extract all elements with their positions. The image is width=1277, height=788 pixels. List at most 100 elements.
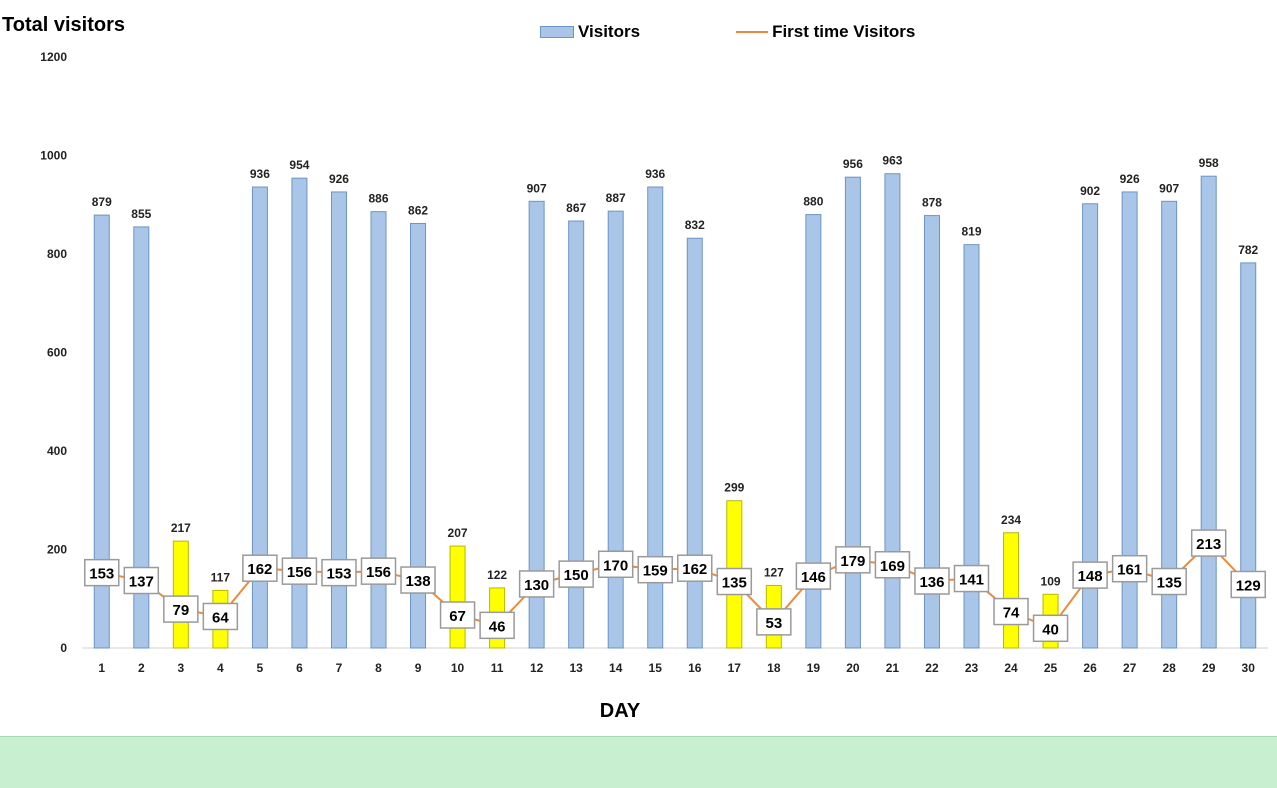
y-tick-label: 400 xyxy=(47,444,67,458)
line-point-label: 53 xyxy=(765,615,782,632)
line-point-label-box xyxy=(163,595,199,623)
bar-value-label: 782 xyxy=(1238,243,1258,257)
bar xyxy=(568,220,585,649)
bar-value-label: 936 xyxy=(250,167,270,181)
x-tick-label: 20 xyxy=(846,661,860,675)
x-tick-label: 17 xyxy=(728,661,742,675)
line-point-label: 156 xyxy=(287,564,312,581)
bar-value-label: 958 xyxy=(1199,156,1219,170)
bar xyxy=(370,211,387,649)
bar-value-label: 926 xyxy=(1120,172,1140,186)
line-point-label-box xyxy=(756,608,792,636)
line-point-label: 150 xyxy=(564,567,589,584)
y-tick-label: 0 xyxy=(60,641,67,655)
line-point-label: 135 xyxy=(1157,575,1182,592)
x-tick-label: 16 xyxy=(688,661,702,675)
bar-value-label: 880 xyxy=(803,195,823,209)
line-point-label-box xyxy=(1072,561,1108,589)
line-point-label: 137 xyxy=(129,574,154,591)
line-point-label: 161 xyxy=(1117,562,1142,579)
x-tick-label: 30 xyxy=(1242,661,1256,675)
x-tick-label: 2 xyxy=(138,661,145,675)
x-tick-label: 3 xyxy=(177,661,184,675)
bar-value-label: 127 xyxy=(764,565,784,579)
bar-value-label: 956 xyxy=(843,157,863,171)
bar xyxy=(607,210,624,649)
bar xyxy=(1161,200,1178,649)
line-point-label-box xyxy=(993,597,1029,626)
bar xyxy=(449,545,466,649)
bar xyxy=(172,540,189,649)
line-point-label-box xyxy=(123,566,160,595)
chart-title: Total visitors xyxy=(2,14,125,36)
x-tick-label: 19 xyxy=(807,661,821,675)
legend-label-first-time: First time Visitors xyxy=(772,22,916,41)
x-tick-label: 10 xyxy=(451,661,465,675)
bar xyxy=(686,237,703,649)
bar-value-label: 855 xyxy=(131,207,151,221)
line-point-label: 129 xyxy=(1236,577,1261,594)
line-point-label-box xyxy=(1111,554,1148,583)
bar xyxy=(805,214,822,649)
bar xyxy=(1003,532,1020,649)
line-point-label: 138 xyxy=(406,573,431,590)
bar-value-label: 887 xyxy=(606,191,626,205)
line-point-label: 156 xyxy=(366,564,391,581)
line-point-label: 169 xyxy=(880,558,905,575)
x-tick-label: 14 xyxy=(609,661,623,675)
bar xyxy=(844,176,861,649)
line-point-label-box xyxy=(1190,529,1227,557)
x-tick-label: 26 xyxy=(1083,661,1097,675)
bar-value-label: 867 xyxy=(566,201,586,215)
line-point-label: 179 xyxy=(840,553,865,570)
line-point-label-box xyxy=(874,551,911,579)
line-point-label: 135 xyxy=(722,575,747,592)
x-tick-label: 27 xyxy=(1123,661,1137,675)
line-point-label-box xyxy=(597,550,634,579)
line-point-label-box xyxy=(716,567,753,596)
line-point-label-box xyxy=(677,554,713,582)
legend-item-first-time: First time Visitors xyxy=(736,22,915,42)
bar-value-label: 234 xyxy=(1001,513,1021,527)
legend-item-visitors: Visitors xyxy=(540,22,640,42)
bar xyxy=(963,244,980,649)
y-tick-label: 1200 xyxy=(40,50,67,64)
line-point-label: 67 xyxy=(449,608,466,625)
x-tick-label: 12 xyxy=(530,661,544,675)
y-tick-label: 1000 xyxy=(40,149,67,163)
line-point-label-box xyxy=(321,558,357,587)
bar-value-label: 122 xyxy=(487,568,507,582)
bar xyxy=(647,186,664,649)
line-point-label: 141 xyxy=(959,572,984,589)
bar xyxy=(410,222,427,649)
bar xyxy=(1200,175,1217,649)
line-point-label: 79 xyxy=(172,602,189,619)
line-point-label: 40 xyxy=(1042,621,1059,638)
line-point-label: 170 xyxy=(603,557,628,574)
bar-value-label: 886 xyxy=(368,192,388,206)
x-tick-label: 22 xyxy=(925,661,939,675)
chart-legend: Visitors First time Visitors xyxy=(540,22,1011,42)
bar-value-label: 217 xyxy=(171,521,191,535)
bar-value-label: 963 xyxy=(882,154,902,168)
bar xyxy=(1082,203,1099,649)
bar-value-label: 907 xyxy=(527,181,547,195)
line-point-label-box xyxy=(479,611,515,640)
line-point-label-box xyxy=(795,562,832,590)
line-point-label: 159 xyxy=(643,563,668,580)
x-tick-label: 21 xyxy=(886,661,900,675)
line-point-label: 148 xyxy=(1078,568,1103,585)
x-tick-label: 28 xyxy=(1162,661,1176,675)
line-point-label: 162 xyxy=(247,561,272,578)
line-point-label: 74 xyxy=(1003,605,1020,622)
x-axis-title: DAY xyxy=(599,700,641,722)
x-tick-label: 7 xyxy=(336,661,343,675)
bar-value-label: 907 xyxy=(1159,181,1179,195)
x-tick-label: 5 xyxy=(257,661,264,675)
x-tick-label: 8 xyxy=(375,661,382,675)
line-point-label-box xyxy=(835,546,871,574)
bar-value-label: 207 xyxy=(448,526,468,540)
line-point-label: 153 xyxy=(326,566,351,583)
bar xyxy=(133,226,150,649)
line-point-label-box xyxy=(242,554,278,582)
